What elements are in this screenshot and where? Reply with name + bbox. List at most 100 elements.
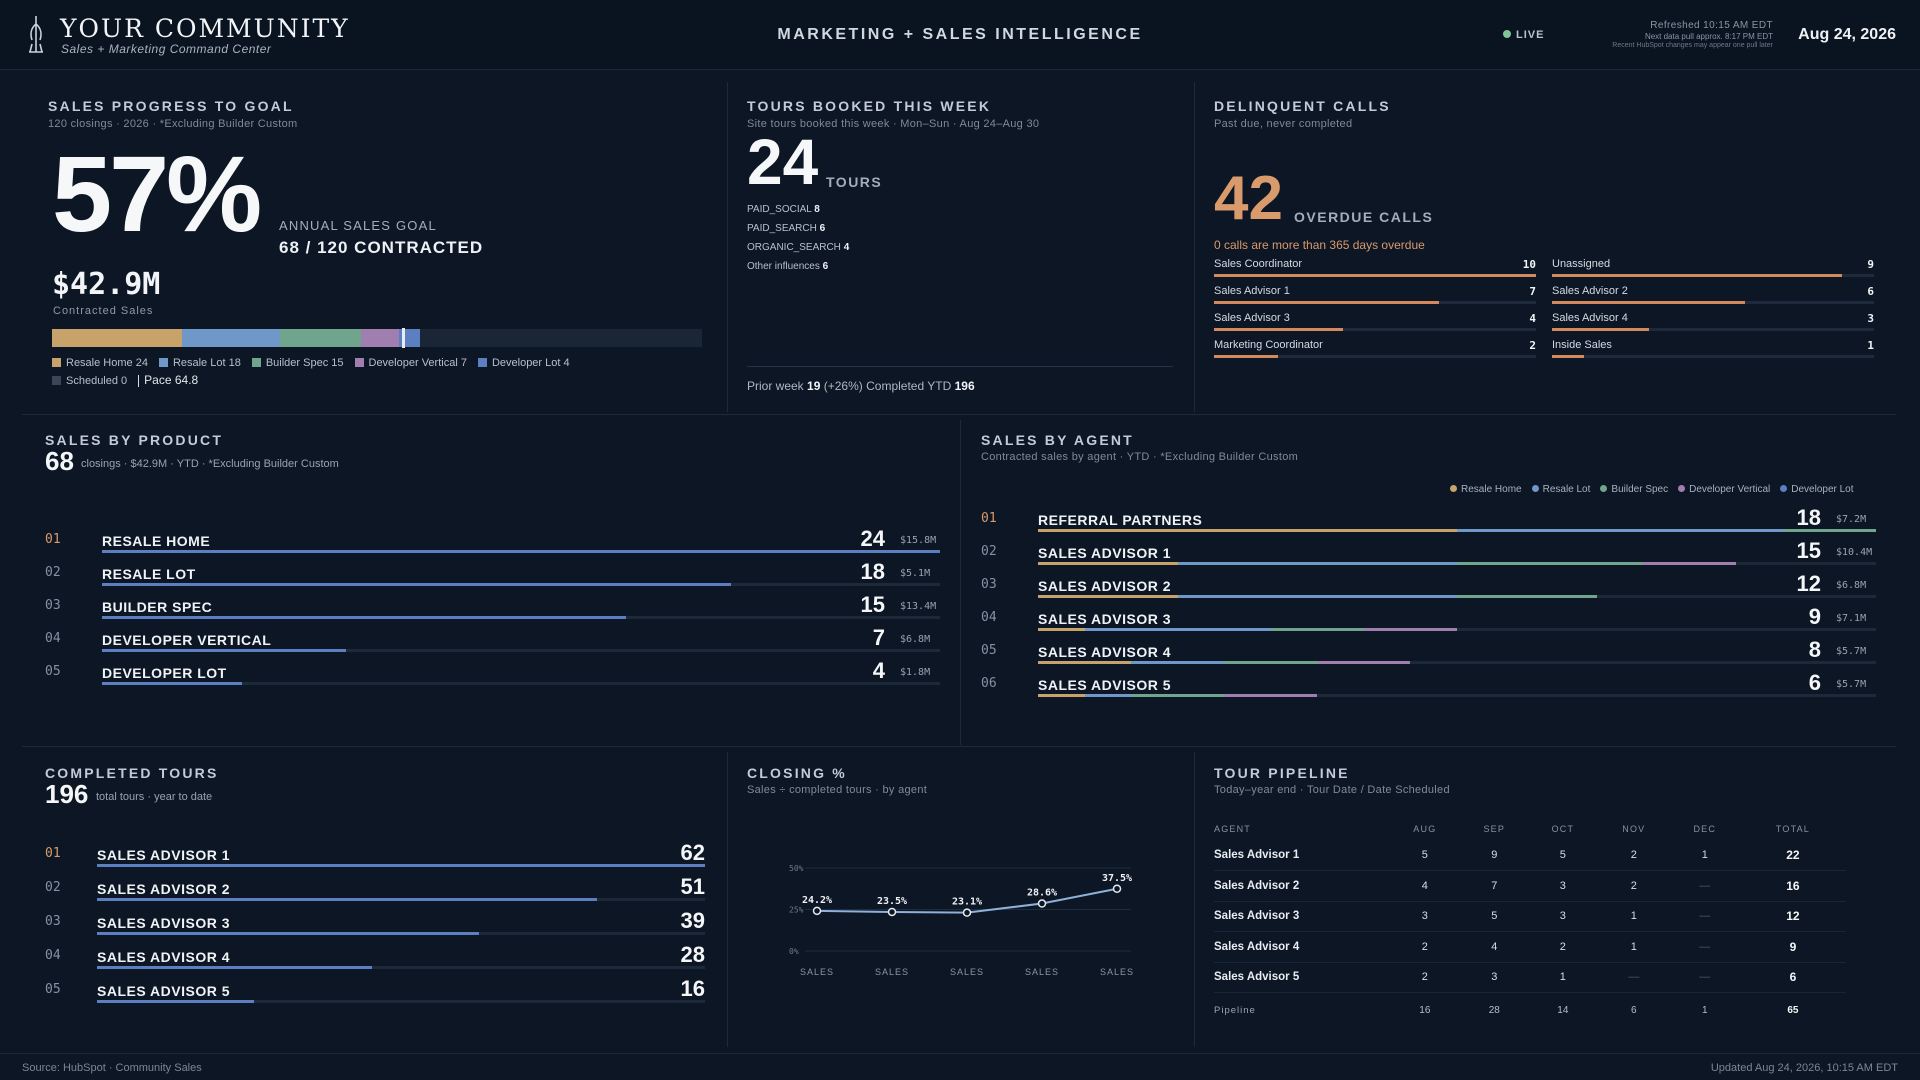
delinquent-bar-track [1214,274,1536,277]
month-cell: 5 [1460,901,1528,932]
divider [960,420,961,745]
table-row: Sales Advisor 2 4 7 3 2—16 [1214,870,1846,902]
pace-divider [138,375,140,388]
table-row: Sales Advisor 1 5 9 5 2 1 22 [1214,840,1846,871]
agent-amount: $7.1M [1836,613,1867,624]
legend-label: Resale Home [1461,484,1522,495]
refresh-info: Refreshed 10:15 AM EDT Next data pull ap… [1612,20,1773,49]
data-point [962,908,972,917]
legend-item: Developer Vertical 7 [354,355,467,372]
completed-tour-row: 05 SALES ADVISOR 5 16 [45,976,705,1012]
agent-bar-track [1038,529,1876,532]
rank-number: 04 [45,631,61,646]
month-cell: — [1669,870,1740,902]
panel-title: SALES BY AGENT [981,432,1134,448]
delinquent-row: Sales Advisor 1 7 [1214,285,1536,312]
completed-tour-row: 03 SALES ADVISOR 3 39 [45,908,705,944]
next-pull-time: Next data pull approx. 8:17 PM EDT [1644,32,1773,41]
agent-name: SALES ADVISOR 3 [97,915,231,931]
tour-count: 39 [680,908,705,933]
agent-bar-segment-resale-home [1038,529,1457,532]
column-header: AUG [1413,824,1437,834]
brand-title: YOUR COMMUNITY [60,14,350,43]
total-cell: 6 [1739,962,1846,993]
delinquent-row: Sales Advisor 2 6 [1552,285,1874,312]
product-name: RESALE HOME [102,533,211,549]
month-cell: — [1669,901,1740,932]
product-amount: $6.8M [900,634,931,645]
month-cell: 4 [1460,931,1528,963]
rank-number: 05 [981,643,997,658]
pipeline-table: AGENT AUG SEP OCT NOV DEC TOTAL Sales Advisor 1… [1214,818,1846,1029]
product-amount: $13.4M [900,601,937,612]
agent-cell: Sales Advisor 1 [1214,840,1389,871]
pipeline-cell: 14 [1557,1005,1569,1017]
product-row: 02 RESALE LOT 18 $5.1M [45,559,940,595]
rank-number: 01 [45,846,61,861]
tours-unit: TOURS [826,174,883,190]
month-cell: 1 [1597,931,1670,963]
agent-amount: $5.7M [1836,679,1867,690]
product-bar-fill [102,682,242,685]
month-cell: — [1669,931,1740,963]
rank-number: 01 [981,511,997,526]
ytd-value: 196 [954,379,975,393]
goal-legend: Resale Home 24 Resale Lot 18 Builder Spec … [52,355,652,390]
legend-swatch [251,357,261,367]
panel-title: CLOSING % [747,765,847,781]
legend-label: Resale Lot [1542,484,1591,495]
tour-source-row: Other influences 6 [747,257,849,276]
agent-name: SALES ADVISOR 4 [1038,644,1172,660]
month-cell: 5 [1527,840,1598,871]
panel-title: TOUR PIPELINE [1214,765,1350,781]
agent-name: SALES ADVISOR 5 [1038,677,1172,693]
product-row: 01 RESALE HOME 24 $15.8M [45,526,940,562]
agent-legend-item: Builder Spec [1600,484,1668,495]
agent-bar-segment-developer-vertical [1363,628,1457,631]
delinquent-owner: Sales Coordinator [1214,258,1303,270]
goal-segment-builder-spec [279,329,361,347]
overdue-count: 42 [1214,164,1283,233]
delinquent-bar-fill [1552,274,1842,277]
completed-tour-row: 04 SALES ADVISOR 4 28 [45,942,705,978]
column-header: TOTAL [1775,824,1811,834]
tour-source-value: 6 [819,223,826,234]
agent-name: REFERRAL PARTNERS [1038,512,1203,528]
column-header: OCT [1551,824,1575,834]
delinquent-row: Sales Advisor 4 3 [1552,312,1874,339]
agent-bar-segment-resale-home [1038,595,1178,598]
pace-label: Pace 64.8 [144,373,199,387]
agent-legend-item: Resale Lot [1531,484,1591,495]
divider [727,752,728,1047]
legend-label: Resale Home 24 [66,357,148,369]
delinquent-owner: Sales Advisor 2 [1552,285,1628,297]
agent-bar-track [1038,628,1876,631]
product-row: 04 DEVELOPER VERTICAL 7 $6.8M [45,625,940,661]
goal-label: ANNUAL SALES GOAL [279,218,437,233]
agent-bar-track [1038,562,1876,565]
tour-bar-fill [97,864,705,867]
tour-bar-track [97,932,705,935]
agent-bar-segment-builder-spec [1457,595,1597,598]
divider [22,746,1896,747]
panel-subtitle: 120 closings · 2026 · *Excluding Builder… [48,118,298,130]
month-cell: 3 [1527,870,1598,902]
delinquent-row: Sales Coordinator 10 [1214,258,1536,285]
product-bar-fill [102,583,731,586]
product-amount: $15.8M [900,535,937,546]
y-tick-label: 0% [789,947,799,956]
overdue-note: 0 calls are more than 365 days overdue [1214,238,1425,252]
legend-label: Resale Lot 18 [172,357,241,369]
legend-label: Developer Lot 4 [491,357,570,369]
panel-title: SALES PROGRESS TO GOAL [48,98,294,114]
tour-bar-fill [97,1000,254,1003]
panel-subtitle: Today–year end · Tour Date / Date Schedu… [1214,784,1450,796]
panel-title: SALES BY PRODUCT [45,432,224,448]
divider [1194,82,1195,412]
agent-name: SALES ADVISOR 2 [97,881,231,897]
delinquent-count: 4 [1529,312,1536,325]
delinquent-owner: Sales Advisor 3 [1214,312,1290,324]
data-point [812,906,822,916]
delinquent-bar-track [1214,328,1536,331]
table-row: Sales Advisor 4 2 4 2 1—9 [1214,931,1846,963]
